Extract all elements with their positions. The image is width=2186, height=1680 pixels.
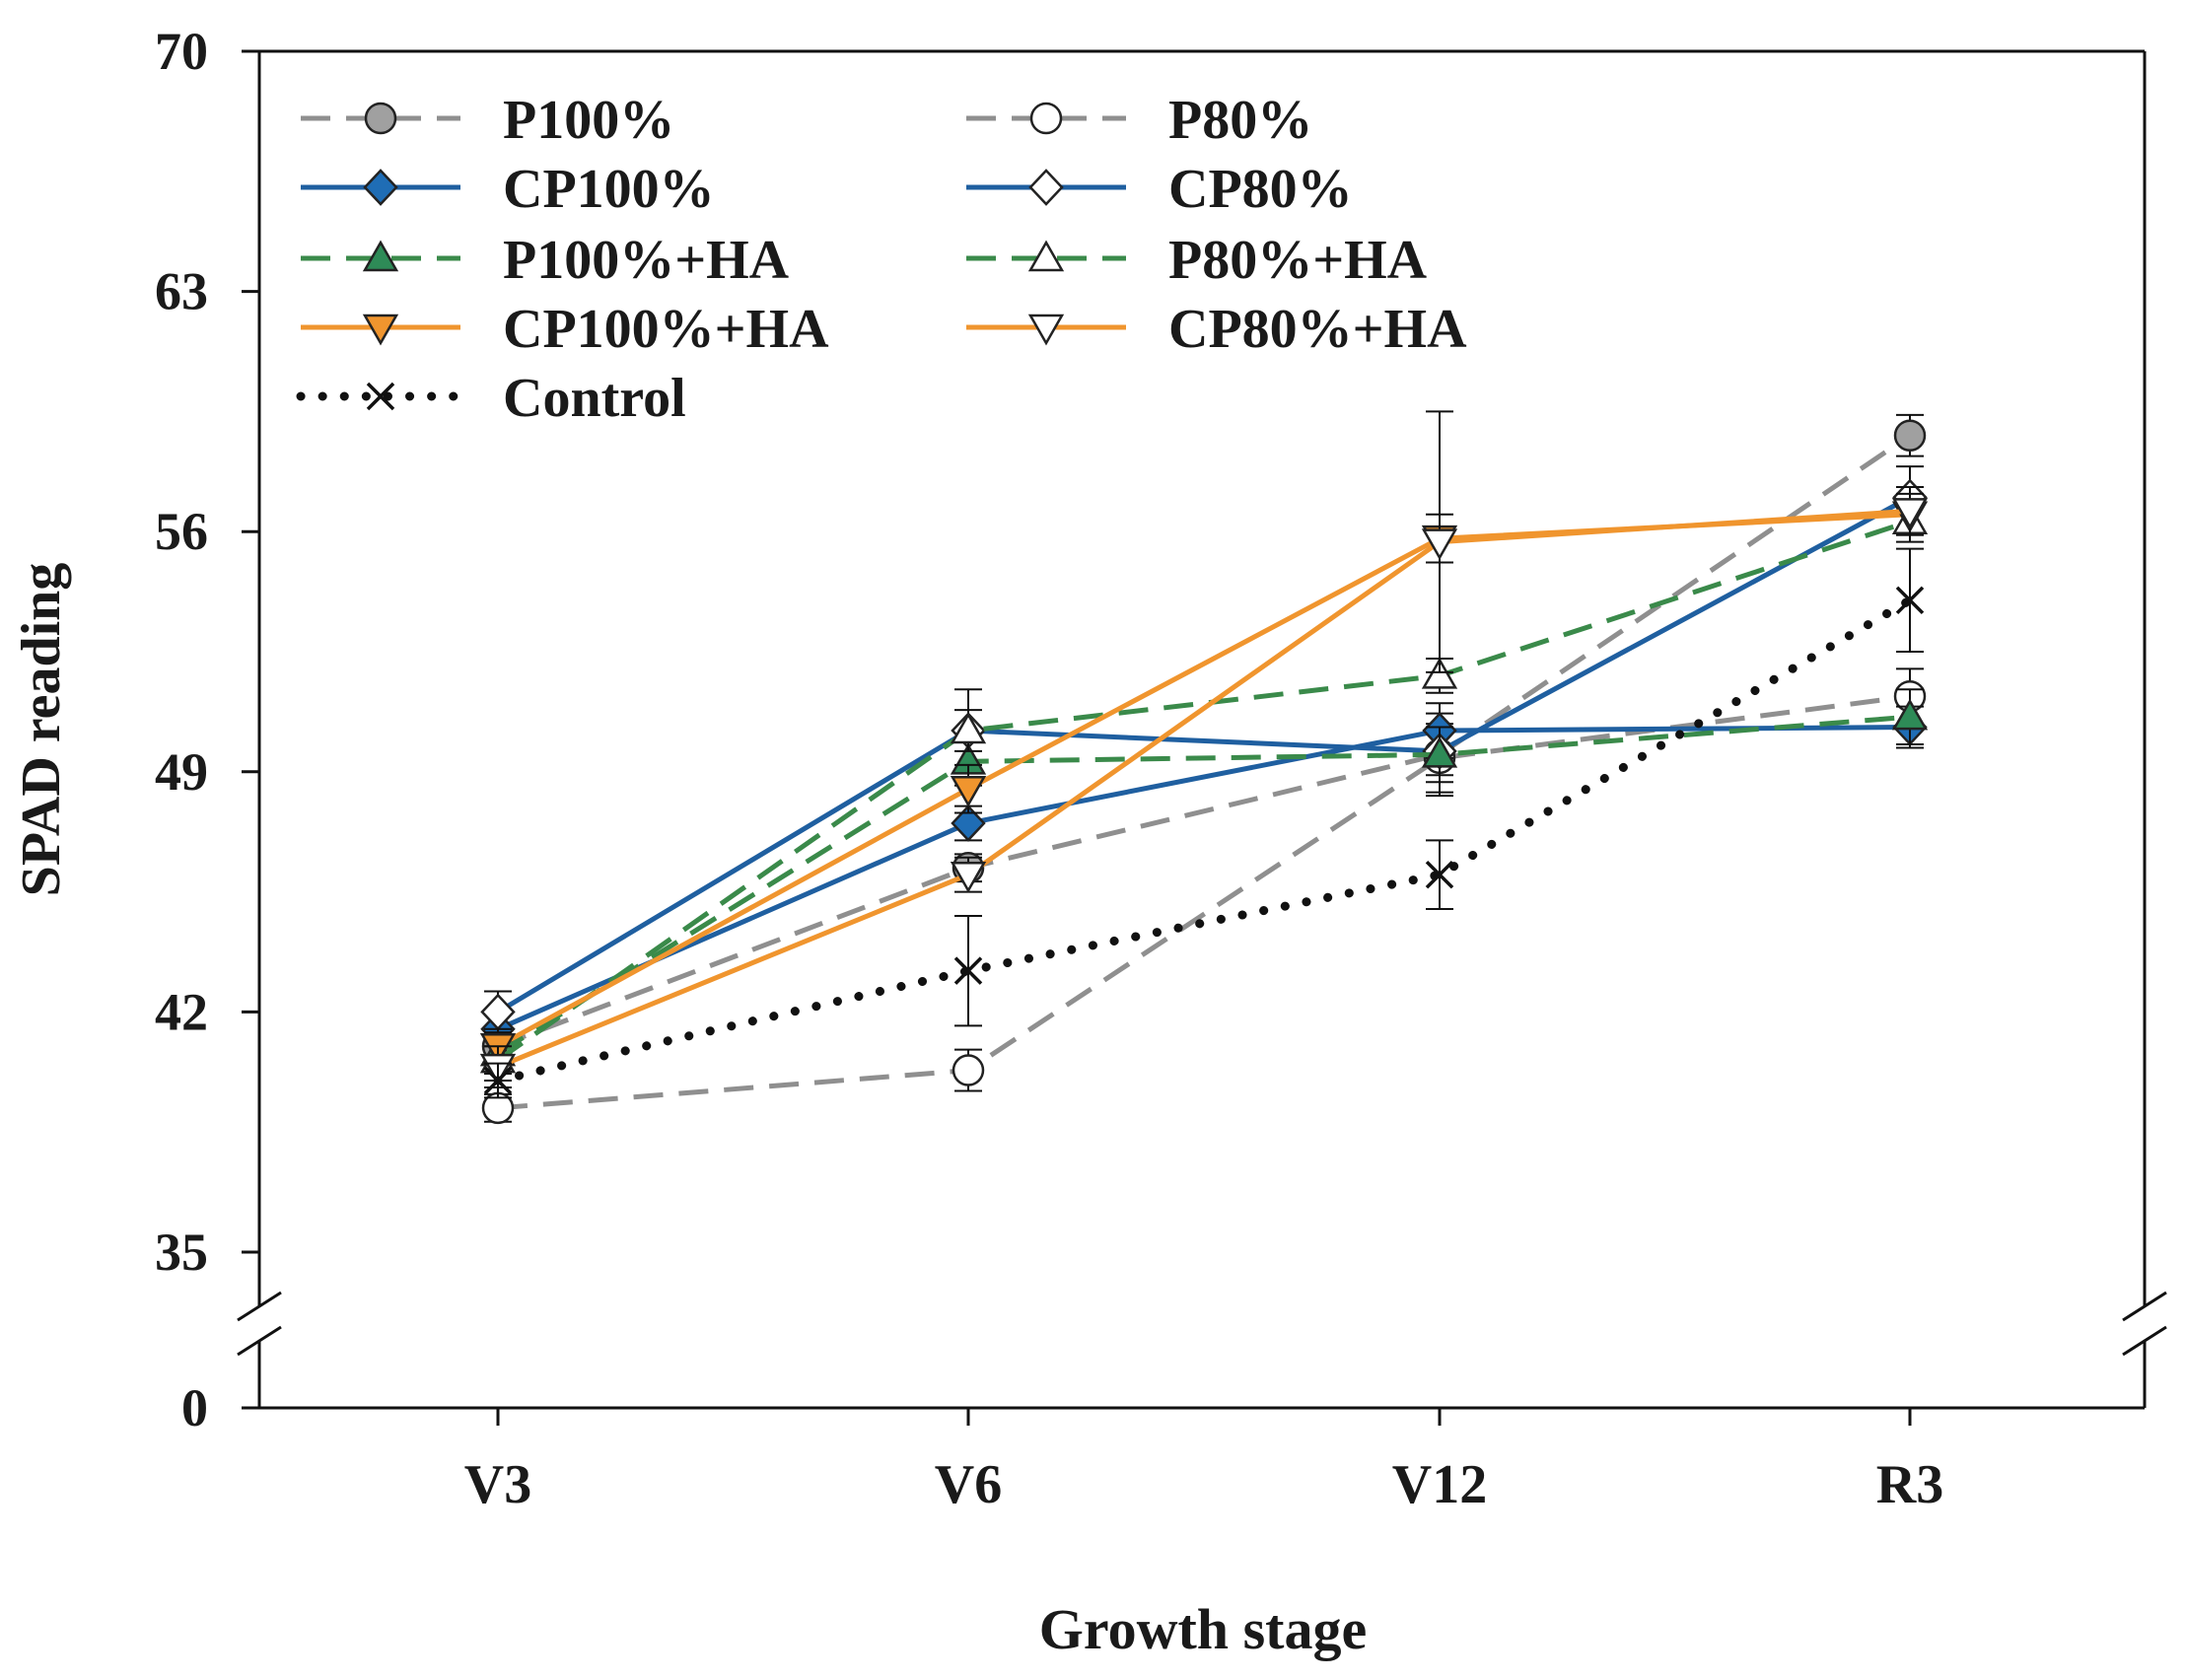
- series-P100%+HA: [479, 688, 1929, 1076]
- y-tick-label: 0: [181, 1378, 208, 1437]
- series-layer: [479, 410, 1929, 1125]
- data-point: [950, 712, 987, 744]
- legend-label: CP80%+HA: [1168, 299, 1467, 360]
- series-line: [496, 714, 1911, 1056]
- data-point: [1421, 528, 1458, 561]
- x-tick-label: V3: [464, 1454, 531, 1515]
- data-point: [1893, 419, 1927, 453]
- legend-label: CP80%: [1168, 159, 1353, 220]
- y-tick-label: 63: [155, 262, 208, 321]
- x-tick-label: R3: [1876, 1454, 1943, 1515]
- legend-label: P80%+HA: [1168, 230, 1428, 291]
- x-tick-label: V6: [935, 1454, 1002, 1515]
- data-point: [1425, 860, 1454, 889]
- series-CP100%: [480, 702, 1928, 1048]
- series-line: [496, 495, 1912, 1015]
- data-point: [953, 956, 983, 985]
- legend-marker: [362, 314, 399, 346]
- legend-label: P100%+HA: [503, 230, 790, 291]
- legend-label: CP100%+HA: [503, 299, 829, 360]
- y-tick-label: 49: [155, 742, 208, 802]
- legend-item: Control: [296, 368, 686, 429]
- series-line: [496, 519, 1911, 1063]
- y-axis-label: SPAD reading: [11, 563, 72, 897]
- series-CP80%+HA: [479, 410, 1929, 1088]
- y-tick-label: 35: [155, 1223, 208, 1282]
- data-point: [1421, 735, 1458, 768]
- axis-break-mark: [237, 1291, 282, 1322]
- series-line: [496, 512, 1911, 1049]
- data-point: [950, 775, 987, 807]
- data-point: [952, 1054, 985, 1086]
- legend-marker: [1027, 240, 1065, 272]
- legend-item: P80%: [966, 90, 1312, 151]
- legend-marker: [364, 102, 397, 135]
- series-P80%+HA: [479, 499, 1929, 1082]
- legend-marker: [1029, 102, 1063, 135]
- y-tick-label: 42: [155, 982, 208, 1041]
- legend-marker: [366, 382, 395, 411]
- y-tick-label: 70: [155, 22, 208, 81]
- axes: 70 63 56 49 42 35 0 V3 V6 V12 R3: [155, 22, 2167, 1515]
- x-tick-label: V12: [1392, 1454, 1487, 1515]
- series-P80%: [481, 667, 1927, 1125]
- series-CP80%: [480, 465, 1928, 1034]
- legend-label: Control: [503, 368, 686, 429]
- legend-marker: [363, 169, 398, 206]
- data-point: [951, 805, 986, 842]
- legend-item: P100%: [301, 90, 674, 151]
- legend-marker: [1027, 314, 1065, 346]
- series-line: [497, 433, 1912, 1049]
- legend-label: P80%: [1168, 90, 1312, 151]
- legend-marker: [362, 240, 399, 272]
- series-Control: [483, 547, 1925, 1099]
- series-line: [496, 725, 1911, 1032]
- x-axis-label: Growth stage: [1039, 1597, 1367, 1661]
- data-point: [1891, 498, 1929, 529]
- legend-item: P80%+HA: [966, 230, 1428, 291]
- data-point: [483, 1066, 513, 1095]
- axis-break-mark: [2122, 1291, 2167, 1322]
- legend-label: CP100%: [503, 159, 715, 220]
- data-point: [1891, 698, 1929, 731]
- y-tick-label: 56: [155, 502, 208, 561]
- data-point: [1895, 586, 1925, 615]
- legend: P100% P80% CP100% CP80% P100%+HA P80%+HA CP100…: [296, 90, 1467, 429]
- legend-item: P100%+HA: [301, 230, 790, 291]
- series-line: [497, 508, 1911, 1070]
- data-point: [1421, 657, 1458, 689]
- axis-break-mark: [2122, 1325, 2167, 1357]
- legend-label: P100%: [503, 90, 674, 151]
- legend-item: CP80%+HA: [966, 299, 1467, 360]
- axis-break-mark: [237, 1325, 282, 1357]
- data-point: [950, 861, 987, 893]
- legend-marker: [1028, 169, 1064, 206]
- series-line: [493, 595, 1915, 1085]
- legend-item: CP100%: [301, 159, 715, 220]
- legend-item: CP80%: [966, 159, 1353, 220]
- legend-item: CP100%+HA: [301, 299, 829, 360]
